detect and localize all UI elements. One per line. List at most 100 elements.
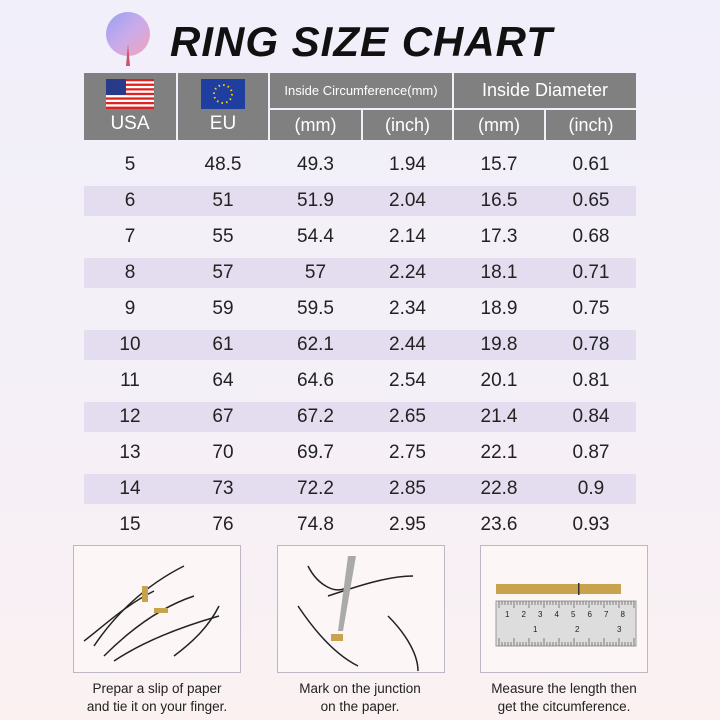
table-cell: 49.3 (297, 154, 334, 175)
table-cell: 51.9 (297, 190, 334, 211)
table-cell: 48.5 (204, 154, 242, 175)
table-cell: 15 (119, 514, 141, 535)
hand-paper-icon (83, 565, 220, 662)
caption-line: Measure the length then (491, 681, 637, 696)
ruler-label: 3 (538, 610, 543, 619)
table-row: 6 51 51.9 2.04 16.5 0.65 (84, 186, 636, 216)
header-eu-label: EU (209, 112, 237, 134)
header-circumference: Inside Circumference(mm) (270, 73, 452, 108)
ruler-label: 2 (575, 625, 580, 634)
table-cell: 21.4 (480, 406, 518, 427)
table-row: 7 55 54.4 2.14 17.3 0.68 (84, 222, 636, 252)
table-cell: 59 (212, 298, 234, 319)
table-row: 9 59 59.5 2.34 18.9 0.75 (84, 294, 636, 324)
table-cell: 73 (212, 478, 234, 499)
step-2-illustration (277, 545, 445, 673)
table-cell: 2.04 (389, 190, 426, 211)
table-cell: 1.94 (389, 154, 426, 175)
step-caption: Mark on the junction on the paper. (260, 680, 460, 716)
table-cell: 61 (212, 334, 234, 355)
tree-logo-icon (106, 12, 150, 66)
table-row: 5 48.5 49.3 1.94 15.7 0.61 (84, 150, 636, 180)
table-cell: 0.71 (572, 262, 610, 283)
table-cell: 16.5 (480, 190, 518, 211)
header-circ-inch: (inch) (363, 110, 452, 140)
table-cell: 10 (119, 334, 141, 355)
table-row: 14 73 72.2 2.85 22.8 0.9 (84, 474, 636, 504)
step-caption: Measure the length then get the citcumfer… (464, 680, 664, 716)
table-cell: 67.2 (297, 406, 334, 427)
caption-line: Prepar a slip of paper (92, 681, 222, 696)
table-cell: 2.14 (389, 226, 426, 247)
table-cell: 76 (212, 514, 234, 535)
table-cell: 67 (212, 406, 234, 427)
table-cell: 17.3 (480, 226, 518, 247)
table-cell: 9 (124, 298, 136, 319)
ruler-label: 2 (522, 610, 527, 619)
table-cell: 12 (119, 406, 141, 427)
table-cell: 7 (124, 226, 136, 247)
table-cell: 72.2 (297, 478, 334, 499)
table-cell: 6 (124, 190, 136, 211)
ruler-label: 8 (621, 610, 626, 619)
table-cell: 22.8 (480, 478, 518, 499)
header-diameter: Inside Diameter (454, 73, 636, 108)
header-circ-mm: (mm) (270, 110, 361, 140)
header-diam-mm: (mm) (454, 110, 544, 140)
table-cell: 0.68 (572, 226, 610, 247)
caption-line: on the paper. (320, 699, 400, 714)
table-row: 15 76 74.8 2.95 23.6 0.93 (84, 510, 636, 540)
ruler-label: 4 (555, 610, 560, 619)
header-diam-inch: (inch) (546, 110, 636, 140)
table-cell: 0.61 (572, 154, 610, 175)
table-cell: 0.93 (572, 514, 610, 535)
table-cell: 19.8 (480, 334, 518, 355)
table-cell: 15.7 (480, 154, 518, 175)
table-cell: 62.1 (297, 334, 334, 355)
page-title: RING SIZE CHART (170, 18, 553, 65)
table-cell: 0.75 (572, 298, 610, 319)
header-usa-label: USA (110, 112, 150, 134)
table-cell: 55 (212, 226, 234, 247)
caption-line: get the citcumference. (497, 699, 631, 714)
caption-line: Mark on the junction (299, 681, 421, 696)
table-cell: 20.1 (480, 370, 518, 391)
table-cell: 0.84 (572, 406, 610, 427)
step-1-illustration (73, 545, 241, 673)
table-cell: 51 (212, 190, 234, 211)
ruler-label: 6 (588, 610, 593, 619)
table-cell: 18.9 (480, 298, 518, 319)
table-cell: 2.54 (389, 370, 426, 391)
table-cell: 59.5 (297, 298, 334, 319)
table-row: 13 70 69.7 2.75 22.1 0.87 (84, 438, 636, 468)
table-row: 11 64 64.6 2.54 20.1 0.81 (84, 366, 636, 396)
table-cell: 8 (124, 262, 136, 283)
table-cell: 0.78 (572, 334, 610, 355)
table-cell: 74.8 (297, 514, 334, 535)
table-cell: 2.85 (389, 478, 426, 499)
table-cell: 2.44 (389, 334, 426, 355)
ruler-label: 1 (533, 625, 538, 634)
table-cell: 2.24 (389, 262, 426, 283)
table-cell: 11 (120, 370, 140, 391)
table-row: 12 67 67.2 2.65 21.4 0.84 (84, 402, 636, 432)
table-cell: 23.6 (480, 514, 518, 535)
ruler-label: 7 (604, 610, 609, 619)
table-cell: 57 (212, 262, 234, 283)
ruler-label: 3 (617, 625, 622, 634)
caption-line: and tie it on your finger. (86, 699, 228, 714)
table-cell: 2.75 (389, 442, 426, 463)
table-cell: 64.6 (297, 370, 334, 391)
header-eu: EU (178, 73, 268, 140)
us-flag-icon (106, 78, 154, 109)
step-caption: Prepar a slip of paper and tie it on your… (57, 680, 257, 716)
eu-flag-icon (201, 78, 245, 109)
table-cell: 69.7 (297, 442, 334, 463)
ruler-paper-icon: 1 2 3 4 5 6 7 81 2 3 (495, 583, 637, 647)
table-cell: 54.4 (297, 226, 334, 247)
table-cell: 14 (119, 478, 141, 499)
table-cell: 2.34 (389, 298, 426, 319)
table-cell: 64 (212, 370, 234, 391)
table-cell: 2.95 (389, 514, 426, 535)
